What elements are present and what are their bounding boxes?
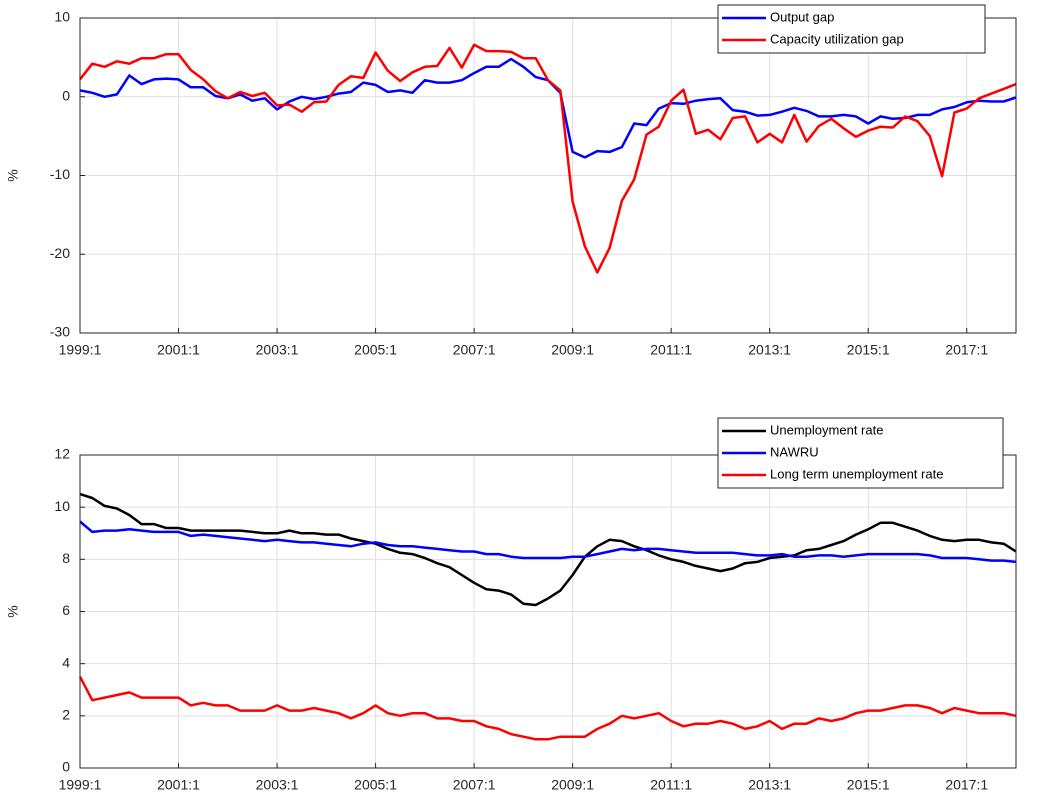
y-tick-label: 8 (62, 550, 70, 566)
x-tick-label: 2001:1 (157, 342, 200, 358)
y-tick-label: 0 (62, 87, 70, 103)
x-tick-label: 2009:1 (551, 342, 594, 358)
y-tick-label: -10 (50, 166, 70, 182)
x-tick-label: 1999:1 (59, 342, 102, 358)
legend-box (717, 4, 986, 54)
data-line (79, 520, 1017, 564)
y-tick-label: 6 (62, 602, 70, 618)
x-tick-label: 2015:1 (847, 342, 890, 358)
legend-label: Capacity utilization gap (770, 31, 904, 46)
y-tick-label: 2 (62, 707, 70, 723)
subplot: -30 -20 -10 0 10 1999:1 2001:1 2003:1 2005:1 2007… (5, 4, 1017, 358)
x-tick-label: 2005:1 (354, 777, 397, 793)
axes-box (79, 454, 1017, 769)
legend-label: Unemployment rate (770, 422, 883, 437)
y-tick-label: 4 (62, 654, 70, 670)
x-tick-label: 2017:1 (945, 342, 988, 358)
data-line (78, 676, 1017, 741)
y-tick-label: 0 (62, 759, 70, 775)
x-tick-label: 2003:1 (256, 342, 299, 358)
legend-label: Output gap (770, 9, 834, 24)
y-axis-label: % (5, 169, 21, 181)
x-tick-label: 2013:1 (748, 342, 791, 358)
y-tick-label: 12 (54, 446, 70, 462)
legend: Output gap Capacity utilization gap (717, 4, 986, 54)
subplot: 0 2 4 6 8 10 12 1999:1 2001:1 2003:1 2005:1 2007:1 2… (5, 417, 1017, 793)
y-tick-label: 10 (54, 9, 70, 25)
x-tick-label: 2017:1 (945, 777, 988, 793)
x-tick-label: 2005:1 (354, 342, 397, 358)
x-tick-label: 2003:1 (256, 777, 299, 793)
x-tick-label: 2011:1 (650, 342, 692, 358)
legend-label: Long term unemployment rate (770, 466, 943, 481)
x-tick-label: 2007:1 (453, 342, 496, 358)
y-tick-label: -20 (50, 245, 70, 261)
legend: Unemployment rate NAWRU Long term unemploy… (717, 417, 1004, 489)
y-axis-label: % (5, 605, 21, 617)
x-tick-label: 2001:1 (157, 777, 200, 793)
y-tick-label: -30 (50, 324, 70, 340)
x-tick-label: 2009:1 (551, 777, 594, 793)
data-line (79, 43, 1017, 274)
x-tick-label: 2015:1 (847, 777, 890, 793)
y-tick-label: 10 (54, 498, 70, 514)
x-tick-label: 2013:1 (748, 777, 791, 793)
x-tick-label: 2011:1 (650, 777, 692, 793)
legend-label: NAWRU (770, 444, 819, 459)
axes-box (79, 17, 1017, 334)
data-line (79, 492, 1017, 607)
x-tick-label: 2007:1 (453, 777, 496, 793)
x-tick-label: 1999:1 (59, 777, 102, 793)
